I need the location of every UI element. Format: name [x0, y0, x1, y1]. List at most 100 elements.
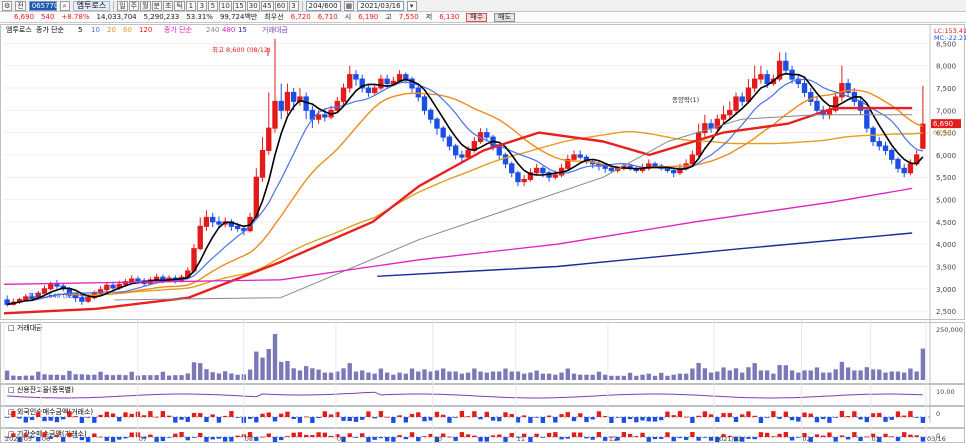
y-tick-label: 3,000: [936, 286, 956, 294]
legend-ma-period: 5: [78, 26, 82, 34]
search-icon[interactable]: ⌕: [59, 0, 70, 11]
volume-bar: [391, 374, 396, 380]
inst-flow-bar: [783, 432, 789, 437]
foreign-flow-bar: [902, 415, 907, 417]
candle-body: [652, 163, 658, 167]
period-buttons: 일 주 월 분 초 틱 1 3 5 10 15 30 45 60 3: [117, 0, 299, 11]
y-tick-label: 5,500: [936, 174, 956, 182]
foreign-flow-bar: [285, 411, 290, 417]
foreign-flow-bar: [104, 411, 109, 417]
inst-flow-bar: [297, 432, 303, 437]
inst-flow-bar: [484, 437, 489, 442]
volume-bar: [347, 363, 352, 380]
period-button[interactable]: 10: [218, 0, 232, 11]
volume-bar: [73, 374, 78, 380]
foreign-flow-bar: [839, 411, 845, 417]
volume-bar: [316, 369, 321, 380]
candle-body: [646, 163, 652, 169]
foreign-flow-bar: [777, 417, 782, 419]
volume-bar: [652, 375, 658, 380]
volume-bar: [328, 372, 334, 380]
foreign-flow-bar: [789, 417, 795, 421]
inst-flow-bar: [478, 437, 483, 442]
legend-ma2-period: 240: [206, 26, 219, 34]
candle-body: [234, 225, 241, 230]
count-input[interactable]: 204/600: [305, 0, 341, 11]
volume-bar: [179, 375, 184, 380]
foreign-flow-bar: [198, 413, 203, 417]
inst-flow-bar: [428, 433, 433, 437]
candle-body: [23, 296, 29, 300]
volume-bar: [36, 371, 41, 380]
buy-tab[interactable]: 매수: [466, 12, 488, 22]
inst-flow-bar: [42, 432, 47, 437]
candle-body: [359, 78, 365, 89]
stock-chart[interactable]: 8,500 8,000 7,500 7,000 6,500 6,000 5,500 5,000…: [0, 24, 966, 443]
volume-bar: [403, 373, 408, 380]
credit-panel-frame: [0, 384, 965, 406]
inst-flow-bar: [497, 434, 502, 437]
ma-badge: 6,559: [933, 129, 952, 137]
foreign-flow-bar: [627, 417, 633, 420]
change-rate: +8.78%: [61, 13, 90, 21]
inst-flow-bar: [465, 434, 471, 437]
stock-code-input[interactable]: 065770: [28, 0, 58, 11]
volume-bar: [683, 373, 689, 380]
chart-settings-icon[interactable]: ⚙: [2, 0, 13, 11]
foreign-flow-bar: [920, 417, 926, 423]
candle-body: [390, 80, 397, 85]
candle-body: [259, 149, 266, 178]
volume-bar: [484, 372, 489, 380]
candle-body: [502, 154, 509, 165]
inst-flow-bar: [665, 432, 670, 437]
foreign-flow-bar: [602, 416, 608, 417]
volume-bar: [659, 372, 664, 380]
period-button[interactable]: 분: [151, 0, 162, 11]
period-button[interactable]: 15: [232, 0, 246, 11]
candle-body: [845, 83, 851, 93]
foreign-flow-bar: [23, 417, 28, 423]
period-button[interactable]: 초: [163, 0, 174, 11]
volume-bar: [123, 375, 128, 380]
view-select[interactable]: 전: [15, 0, 26, 11]
foreign-flow-bar: [229, 411, 234, 417]
volume-bar: [503, 368, 508, 380]
period-button[interactable]: 5: [207, 0, 218, 11]
period-button[interactable]: 60: [274, 0, 288, 11]
volume-bar: [104, 374, 109, 380]
foreign-flow-bar: [764, 417, 770, 418]
period-button[interactable]: 주: [128, 0, 140, 11]
institution-panel-tick: 0: [936, 432, 940, 440]
foreign-flow-bar: [441, 414, 446, 417]
inst-flow-bar: [839, 435, 845, 437]
inst-flow-bar: [721, 434, 726, 437]
candle-body: [758, 74, 764, 80]
foreign-flow-bar: [173, 417, 178, 423]
period-button[interactable]: 틱: [174, 0, 185, 11]
period-button[interactable]: 3: [196, 0, 207, 11]
volume-bar: [428, 371, 433, 380]
mid-annotation: 종양락(1): [672, 96, 699, 104]
volume-bar: [877, 369, 882, 380]
period-button[interactable]: 1: [185, 0, 196, 11]
foreign-flow-bar: [266, 412, 271, 417]
calendar-icon[interactable]: ▦: [343, 0, 355, 11]
sell-tab[interactable]: 매도: [494, 12, 516, 22]
x-tick-label: 06: [42, 435, 50, 443]
inst-flow-bar: [659, 437, 664, 439]
foreign-flow-bar: [148, 411, 153, 417]
candle-body: [197, 225, 203, 250]
foreign-flow-bar: [565, 412, 570, 417]
period-button[interactable]: 45: [260, 0, 274, 11]
date-input[interactable]: 2021/03/16: [357, 0, 404, 11]
period-button[interactable]: 월: [140, 0, 151, 11]
inst-flow-bar: [908, 434, 913, 437]
period-button[interactable]: 3: [288, 0, 299, 11]
date-picker-icon[interactable]: ▾: [406, 0, 417, 11]
period-button[interactable]: 30: [246, 0, 260, 11]
foreign-flow-bar: [73, 416, 78, 417]
foreign-flow-bar: [279, 413, 284, 417]
high-label: 고: [385, 13, 392, 21]
inst-flow-bar: [341, 437, 346, 442]
period-button[interactable]: 일: [117, 0, 128, 11]
